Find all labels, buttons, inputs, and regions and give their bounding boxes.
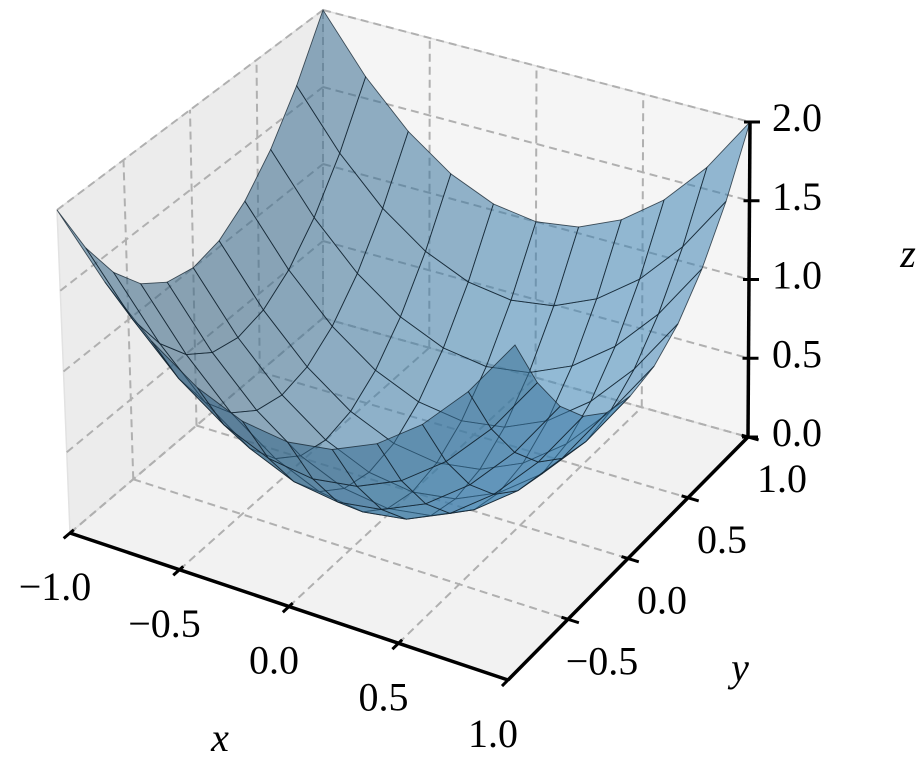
y-tick <box>561 615 580 625</box>
x-tick-label: 0.5 <box>359 674 409 719</box>
z-tick-label: 1.5 <box>772 174 822 219</box>
surface-face <box>467 344 538 430</box>
x-tick-label: −1.0 <box>19 564 92 609</box>
y-tick-label: 0.5 <box>697 517 747 562</box>
x-tick-label: 1.0 <box>468 711 518 756</box>
x-tick <box>391 638 404 651</box>
x-tick <box>172 565 185 577</box>
z-tick-label: 1.0 <box>772 253 822 298</box>
y-tick-label: 1.0 <box>757 456 807 501</box>
z-axis-label: z <box>899 231 916 276</box>
grid-line <box>322 86 750 202</box>
surface-face <box>56 209 134 320</box>
grid-line <box>322 317 749 438</box>
axes: −1.0−0.50.00.51.0−0.50.00.51.00.00.51.01… <box>19 95 822 756</box>
surface <box>56 8 751 520</box>
surface-face <box>296 8 367 155</box>
grid-line <box>59 86 324 292</box>
x-axis-label: x <box>210 715 229 760</box>
y-axis-label: y <box>727 645 749 690</box>
x-tick <box>500 675 513 688</box>
y-tick-label: 0.0 <box>637 578 687 623</box>
x-tick <box>281 601 294 614</box>
z-tick-label: 0.5 <box>772 331 822 376</box>
z-tick-label: 2.0 <box>772 95 822 140</box>
x-tick <box>62 528 75 540</box>
grid-line <box>56 9 324 211</box>
y-tick <box>621 555 640 564</box>
y-tick-label: −0.5 <box>566 638 639 683</box>
y-tick <box>681 494 700 503</box>
grid-line <box>322 9 751 123</box>
grid-line <box>132 478 569 621</box>
grid-line <box>322 240 749 360</box>
x-tick-label: −0.5 <box>128 601 201 646</box>
x-tick-label: 0.0 <box>249 638 299 683</box>
z-tick-label: 0.0 <box>772 410 822 455</box>
